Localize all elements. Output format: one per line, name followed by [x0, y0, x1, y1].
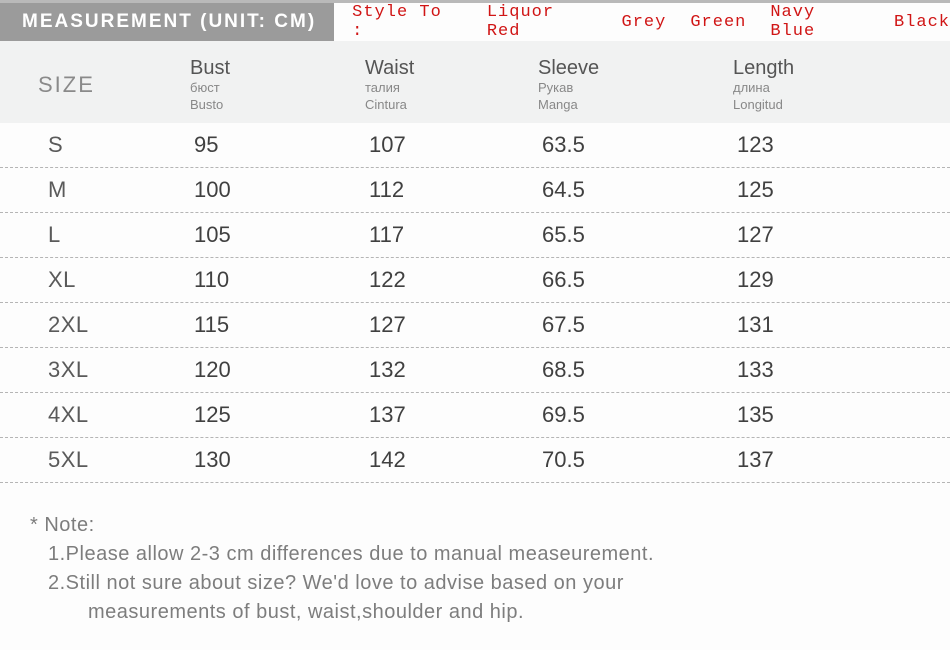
col-main: Length — [733, 57, 950, 80]
value-cell: 115 — [190, 312, 365, 338]
style-opt: Grey — [622, 13, 667, 32]
value-cell: 123 — [733, 132, 950, 158]
value-cell: 64.5 — [538, 177, 733, 203]
size-cell: 4XL — [0, 402, 190, 428]
value-cell: 70.5 — [538, 447, 733, 473]
size-rows: S 95 107 63.5 123 M 100 112 64.5 125 L 1… — [0, 123, 950, 483]
value-cell: 122 — [365, 267, 538, 293]
value-cell: 68.5 — [538, 357, 733, 383]
note-line: measurements of bust, waist,shoulder and… — [30, 598, 950, 627]
style-opt: Black — [894, 13, 950, 32]
note-line: 2.Still not sure about size? We'd love t… — [30, 569, 950, 598]
value-cell: 125 — [190, 402, 365, 428]
table-row: S 95 107 63.5 123 — [0, 123, 950, 168]
value-cell: 130 — [190, 447, 365, 473]
col-header-length: Length длина Longitud — [733, 57, 950, 113]
value-cell: 137 — [365, 402, 538, 428]
value-cell: 95 — [190, 132, 365, 158]
note-heading: * Note: — [30, 511, 950, 540]
value-cell: 133 — [733, 357, 950, 383]
note-line: 1.Please allow 2-3 cm differences due to… — [30, 540, 950, 569]
value-cell: 105 — [190, 222, 365, 248]
col-sub: бюст — [190, 80, 365, 96]
value-cell: 142 — [365, 447, 538, 473]
style-opt: Liquor Red — [487, 3, 598, 41]
size-cell: S — [0, 132, 190, 158]
note-block: * Note: 1.Please allow 2-3 cm difference… — [0, 483, 950, 627]
value-cell: 129 — [733, 267, 950, 293]
value-cell: 110 — [190, 267, 365, 293]
style-opt: Navy Blue — [770, 3, 870, 41]
value-cell: 127 — [733, 222, 950, 248]
value-cell: 117 — [365, 222, 538, 248]
col-header-bust: Bust бюст Busto — [190, 57, 365, 113]
col-sub: Cintura — [365, 97, 538, 113]
value-cell: 112 — [365, 177, 538, 203]
value-cell: 63.5 — [538, 132, 733, 158]
size-cell: 3XL — [0, 357, 190, 383]
col-main: Waist — [365, 57, 538, 80]
col-sub: Busto — [190, 97, 365, 113]
style-options-bar: Style To : Liquor Red Grey Green Navy Bl… — [334, 3, 950, 41]
value-cell: 67.5 — [538, 312, 733, 338]
value-cell: 69.5 — [538, 402, 733, 428]
style-lead: Style To : — [352, 3, 463, 41]
size-cell: M — [0, 177, 190, 203]
value-cell: 131 — [733, 312, 950, 338]
size-cell: 2XL — [0, 312, 190, 338]
value-cell: 107 — [365, 132, 538, 158]
measurement-title: MEASUREMENT (UNIT: CM) — [0, 3, 334, 41]
value-cell: 66.5 — [538, 267, 733, 293]
col-header-waist: Waist талия Cintura — [365, 57, 538, 113]
table-row: 3XL 120 132 68.5 133 — [0, 348, 950, 393]
value-cell: 137 — [733, 447, 950, 473]
table-row: M 100 112 64.5 125 — [0, 168, 950, 213]
value-cell: 100 — [190, 177, 365, 203]
col-sub: Manga — [538, 97, 733, 113]
value-cell: 132 — [365, 357, 538, 383]
size-cell: L — [0, 222, 190, 248]
col-sub: Рукав — [538, 80, 733, 96]
col-sub: длина — [733, 80, 950, 96]
value-cell: 125 — [733, 177, 950, 203]
table-row: 4XL 125 137 69.5 135 — [0, 393, 950, 438]
table-row: XL 110 122 66.5 129 — [0, 258, 950, 303]
value-cell: 65.5 — [538, 222, 733, 248]
value-cell: 127 — [365, 312, 538, 338]
value-cell: 135 — [733, 402, 950, 428]
table-row: 5XL 130 142 70.5 137 — [0, 438, 950, 483]
size-cell: 5XL — [0, 447, 190, 473]
column-headers: SIZE Bust бюст Busto Waist талия Cintura… — [0, 41, 950, 123]
col-main: Sleeve — [538, 57, 733, 80]
col-sub: Longitud — [733, 97, 950, 113]
size-cell: XL — [0, 267, 190, 293]
style-opt: Green — [690, 13, 746, 32]
size-header: SIZE — [0, 72, 190, 98]
col-sub: талия — [365, 80, 538, 96]
table-row: L 105 117 65.5 127 — [0, 213, 950, 258]
table-row: 2XL 115 127 67.5 131 — [0, 303, 950, 348]
col-main: Bust — [190, 57, 365, 80]
header-row: MEASUREMENT (UNIT: CM) Style To : Liquor… — [0, 3, 950, 41]
value-cell: 120 — [190, 357, 365, 383]
col-header-sleeve: Sleeve Рукав Manga — [538, 57, 733, 113]
title-text: MEASUREMENT (UNIT: CM) — [22, 11, 316, 33]
